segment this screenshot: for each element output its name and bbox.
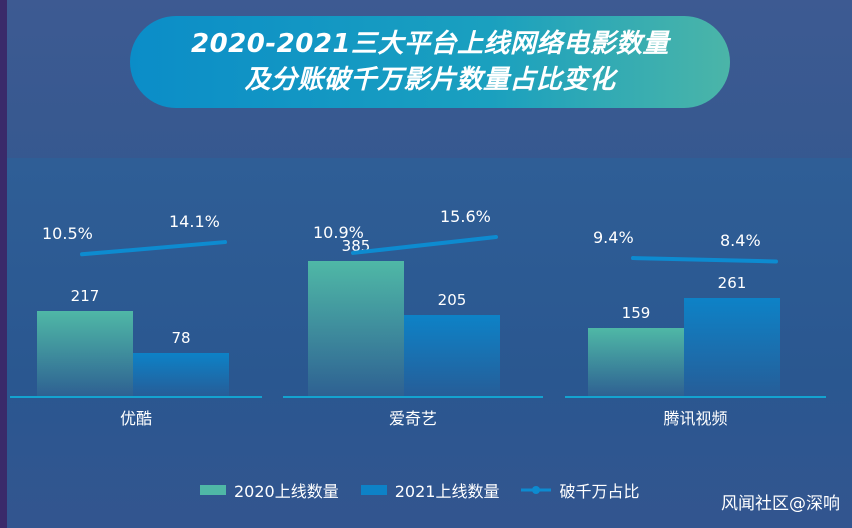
- bar-2021: [404, 314, 500, 396]
- bar-value-label: 205: [437, 290, 467, 309]
- bar-2020: [308, 260, 404, 396]
- ratio-line-segment: [80, 240, 227, 257]
- bar-2020: [588, 328, 684, 396]
- legend-item-2021: 2021上线数量: [360, 478, 500, 502]
- bar-value-label: 217: [70, 286, 100, 305]
- category-label: 腾讯视频: [663, 409, 728, 428]
- bar-2020: [37, 310, 133, 396]
- ratio-label-2020: 9.4%: [593, 228, 634, 248]
- ratio-label-2020: 10.5%: [42, 224, 93, 244]
- left-strip: [0, 0, 7, 528]
- legend-item-ratio: 破千万占比: [521, 478, 639, 502]
- legend-label-2020: 2020上线数量: [234, 482, 339, 501]
- ratio-label-2020: 10.9%: [313, 222, 364, 242]
- legend-item-2020: 2020上线数量: [200, 478, 339, 502]
- legend-swatch-2021: [360, 485, 387, 495]
- bar-2021: [133, 352, 229, 396]
- legend-swatch-2020: [200, 485, 226, 495]
- axis-line: [283, 396, 543, 398]
- bar-2021: [684, 297, 780, 396]
- category-label: 优酷: [119, 409, 152, 428]
- legend-line-icon: [521, 486, 552, 494]
- watermark: 风闻社区@深响: [721, 494, 840, 514]
- legend-label-ratio: 破千万占比: [559, 482, 640, 501]
- legend: 2020上线数量 2021上线数量 破千万占比: [200, 478, 639, 502]
- bar-value-label: 261: [717, 273, 747, 292]
- axis-line: [10, 396, 262, 398]
- ratio-line-segment: [631, 256, 778, 264]
- ratio-label-2021: 15.6%: [440, 206, 491, 226]
- axis-line: [565, 396, 826, 398]
- category-label: 爱奇艺: [388, 409, 437, 428]
- ratio-line-segment: [351, 234, 498, 255]
- ratio-label-2021: 8.4%: [720, 231, 761, 251]
- title-line-2: 及分账破千万影片数量占比变化: [244, 65, 616, 95]
- chart-title: 2020-2021三大平台上线网络电影数量 及分账破千万影片数量占比变化: [130, 16, 730, 108]
- ratio-label-2021: 14.1%: [169, 212, 220, 232]
- bar-value-label: 78: [171, 328, 191, 347]
- legend-label-2021: 2021上线数量: [394, 482, 500, 501]
- bar-value-label: 159: [621, 304, 651, 323]
- title-line-1: 2020-2021三大平台上线网络电影数量: [190, 29, 670, 59]
